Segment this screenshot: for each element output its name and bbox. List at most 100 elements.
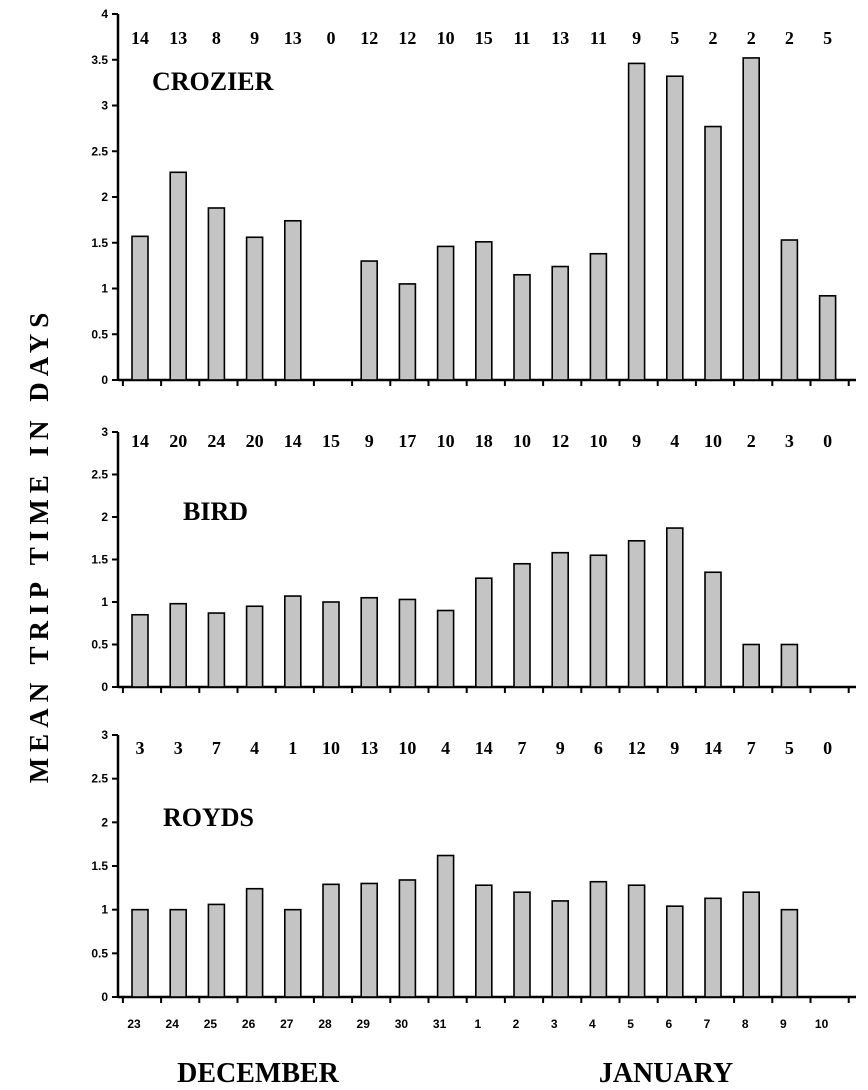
x-tick-label: 3 <box>551 1017 558 1031</box>
bar-23 <box>131 613 149 688</box>
count-label: 9 <box>250 28 259 48</box>
bar-25 <box>207 903 226 998</box>
bar-1 <box>474 884 493 998</box>
count-label: 15 <box>475 28 493 48</box>
count-label: 0 <box>823 738 832 758</box>
count-label: 10 <box>589 431 607 451</box>
count-label: 2 <box>747 28 756 48</box>
bar-5 <box>627 884 646 998</box>
bar-29 <box>360 596 379 688</box>
bar-10 <box>818 295 837 381</box>
count-label: 24 <box>207 431 225 451</box>
y-tick-label: 0.5 <box>91 638 108 652</box>
y-axis-label: MEAN TRIP TIME IN DAYS <box>24 307 54 784</box>
x-tick-label: 4 <box>589 1017 596 1031</box>
count-label: 20 <box>169 431 187 451</box>
bar-23 <box>131 235 149 381</box>
count-label: 7 <box>212 738 221 758</box>
bar-31 <box>436 609 455 688</box>
x-tick-label: 8 <box>742 1017 749 1031</box>
count-label: 5 <box>785 738 794 758</box>
count-label: 1 <box>288 738 297 758</box>
bar-28 <box>322 883 340 998</box>
x-axis-tick-labels: 23 24 25 26 27 28 29 30 31 1 2 3 4 5 6 7 8 9 10 <box>127 1017 828 1031</box>
count-label: 14 <box>704 738 722 758</box>
y-tick-label: 1 <box>101 595 108 609</box>
count-label: 7 <box>747 738 756 758</box>
count-label: 15 <box>322 431 340 451</box>
bar-24 <box>169 602 187 688</box>
count-label: 10 <box>398 738 416 758</box>
count-label: 10 <box>322 738 340 758</box>
bar-9 <box>780 239 799 381</box>
bar-29 <box>360 260 379 381</box>
count-label: 18 <box>475 431 493 451</box>
count-label: 11 <box>590 28 607 48</box>
x-tick-label: 10 <box>815 1017 829 1031</box>
bar-6 <box>665 905 684 998</box>
bar-3 <box>551 265 570 381</box>
count-label: 4 <box>250 738 259 758</box>
count-label: 9 <box>556 738 565 758</box>
bar-1 <box>474 241 493 381</box>
count-label: 14 <box>475 738 493 758</box>
count-label: 17 <box>398 431 416 451</box>
count-label: 14 <box>284 431 302 451</box>
bar-8 <box>742 643 761 688</box>
bar-5 <box>627 539 646 688</box>
y-tick-label: 4 <box>101 7 108 21</box>
y-tick-label: 3.5 <box>91 53 108 67</box>
bar-23 <box>131 908 149 998</box>
bar-4 <box>589 554 608 688</box>
count-label: 8 <box>212 28 221 48</box>
x-tick-label: 1 <box>474 1017 481 1031</box>
x-tick-label: 27 <box>280 1017 294 1031</box>
count-label: 9 <box>670 738 679 758</box>
bar-27 <box>283 595 302 688</box>
count-label: 0 <box>823 431 832 451</box>
y-tick-label: 0.5 <box>91 946 108 960</box>
count-label: 4 <box>670 431 679 451</box>
panel-title: ROYDS <box>163 803 254 832</box>
bar-26 <box>245 236 264 381</box>
x-tick-label: 31 <box>433 1017 447 1031</box>
y-tick-label: 0 <box>101 680 108 694</box>
x-tick-label: 5 <box>627 1017 634 1031</box>
x-tick-label: 6 <box>665 1017 672 1031</box>
bar-27 <box>283 219 302 381</box>
y-tick-label: 2.5 <box>91 468 108 482</box>
bar-28 <box>322 601 340 688</box>
bar-30 <box>398 879 417 998</box>
month-label-december: DECEMBER <box>177 1058 340 1089</box>
count-label: 5 <box>823 28 832 48</box>
count-label: 12 <box>360 28 378 48</box>
count-label: 13 <box>169 28 187 48</box>
count-label: 2 <box>785 28 794 48</box>
bar-31 <box>436 854 455 998</box>
month-label-january: JANUARY <box>599 1058 733 1089</box>
panel-royds: 0 0.5 1 1.5 2 2.5 3 3 3 7 4 1 10 13 10 4 14 7 9 6 12 9 14 7 5 0 RO… <box>91 728 856 1004</box>
count-label: 20 <box>246 431 264 451</box>
count-label: 3 <box>136 738 145 758</box>
count-label: 9 <box>365 431 374 451</box>
bar-8 <box>742 891 761 998</box>
count-label: 14 <box>131 431 149 451</box>
x-tick-label: 29 <box>357 1017 371 1031</box>
count-label: 13 <box>284 28 302 48</box>
count-label: 2 <box>709 28 718 48</box>
x-tick-label: 9 <box>780 1017 787 1031</box>
bar-6 <box>665 75 684 381</box>
bar-30 <box>398 283 417 381</box>
y-tick-label: 3 <box>101 425 108 439</box>
y-tick-label: 1 <box>101 282 108 296</box>
y-tick-label: 1.5 <box>91 859 108 873</box>
count-label: 0 <box>327 28 336 48</box>
count-label: 3 <box>785 431 794 451</box>
bar-6 <box>665 527 684 688</box>
x-tick-label: 23 <box>127 1017 141 1031</box>
count-label: 13 <box>360 738 378 758</box>
panel-title: CROZIER <box>152 67 274 96</box>
count-label: 5 <box>670 28 679 48</box>
y-tick-label: 1 <box>101 903 108 917</box>
bar-31 <box>436 245 455 381</box>
